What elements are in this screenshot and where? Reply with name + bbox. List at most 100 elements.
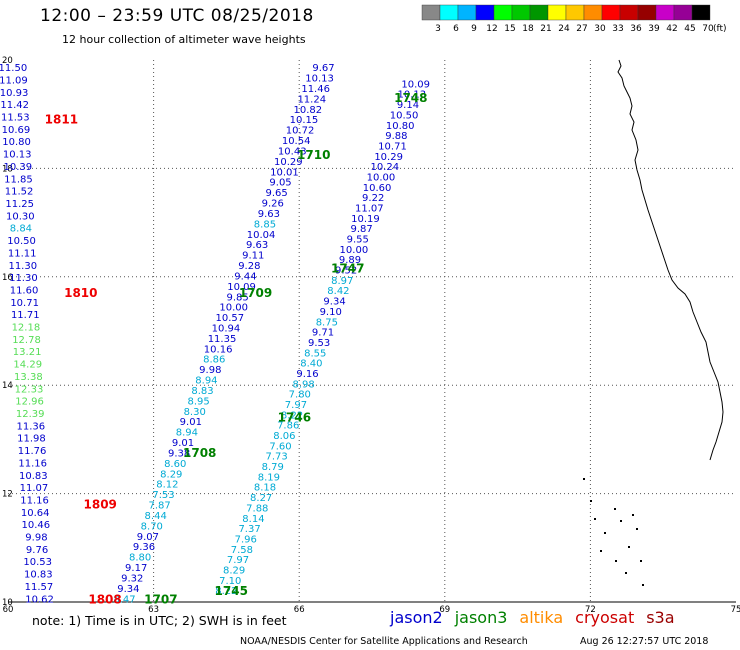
pass-time-label: 1708 — [183, 446, 216, 460]
wave-height-value: 11.53 — [1, 113, 30, 124]
colorbar-swatch — [529, 4, 549, 21]
colorbar-swatch — [511, 4, 531, 21]
wave-height-value: 9.89 — [339, 255, 361, 266]
wave-height-value: 7.87 — [148, 501, 170, 512]
colorbar-label: 15 — [504, 24, 515, 34]
wave-height-value: 10.50 — [390, 110, 419, 121]
island-mark — [640, 560, 642, 562]
colorbar-swatch — [547, 4, 567, 21]
wave-height-value: 10.09 — [227, 282, 256, 293]
wave-height-value: 8.75 — [316, 317, 338, 328]
wave-height-value: 9.67 — [312, 63, 334, 74]
x-tick-label: 75 — [731, 605, 740, 615]
wave-height-value: 8.83 — [191, 386, 213, 397]
wave-height-value: 9.32 — [121, 573, 143, 584]
wave-height-value: 10.69 — [2, 125, 31, 136]
wave-height-value: 10.57 — [216, 313, 245, 324]
note-text: note: 1) Time is in UTC; 2) SWH is in fe… — [32, 613, 287, 628]
wave-height-value: 12.18 — [12, 323, 41, 334]
wave-height-value: 8.14 — [242, 514, 264, 525]
colorbar-label: 27 — [576, 24, 587, 34]
island-mark — [600, 550, 602, 552]
wave-height-value: 11.57 — [25, 582, 54, 593]
legend-item-altika: altika — [519, 608, 564, 627]
wave-height-value: 13.38 — [14, 372, 43, 383]
island-mark — [614, 508, 616, 510]
pass-time-label: 1810 — [64, 286, 97, 300]
wave-height-value: 10.53 — [23, 557, 52, 568]
pass-time-label: 1745 — [215, 584, 248, 598]
wave-height-value: 9.55 — [347, 235, 369, 246]
wave-height-value: 10.50 — [7, 236, 36, 247]
mission-legend: jason2 jason3 altika cryosat s3a — [390, 608, 687, 627]
wave-height-value: 9.52 — [335, 266, 357, 277]
wave-height-value: 9.53 — [308, 338, 330, 349]
wave-height-value: 11.30 — [9, 273, 38, 284]
wave-height-value: 8.98 — [293, 379, 315, 390]
x-tick-label: 69 — [439, 605, 450, 615]
wave-height-value: 10.29 — [274, 157, 303, 168]
wave-height-value: 9.22 — [362, 193, 384, 204]
wave-height-value: 11.16 — [18, 458, 47, 469]
colorbar-swatch — [601, 4, 621, 21]
wave-height-value: 10.80 — [2, 137, 31, 148]
wave-height-value: 10.83 — [19, 471, 48, 482]
wave-height-value: 10.00 — [340, 245, 369, 256]
wave-height-value: 9.98 — [25, 533, 47, 544]
wave-height-value: 7.60 — [269, 441, 291, 452]
wave-height-value: 14.29 — [13, 360, 42, 371]
wave-height-value: 8.80 — [129, 553, 151, 564]
wave-height-value: 9.26 — [262, 199, 284, 210]
island-mark — [632, 514, 634, 516]
wave-height-value: 11.42 — [0, 100, 29, 111]
y-tick-label: 14 — [2, 381, 13, 391]
wave-height-value: 11.50 — [0, 63, 27, 74]
wave-height-value: 10.83 — [24, 570, 53, 581]
wave-height-value: 9.34 — [117, 584, 139, 595]
wave-height-value: 11.35 — [208, 334, 237, 345]
wave-height-value: 9.44 — [234, 271, 256, 282]
wave-height-value: 11.76 — [18, 446, 47, 457]
wave-height-value: 10.16 — [204, 344, 233, 355]
island-mark — [642, 584, 644, 586]
colorbar-swatch — [655, 4, 675, 21]
wave-height-value: 10.04 — [247, 230, 276, 241]
wave-height-value: 11.46 — [301, 84, 330, 95]
wave-height-value: 9.05 — [269, 178, 291, 189]
wave-height-value: 8.40 — [300, 359, 322, 370]
wave-height-value: 8.85 — [254, 219, 276, 230]
wave-height-value: 8.19 — [258, 472, 280, 483]
pass-time-label: 1709 — [239, 286, 272, 300]
wave-height-value: 9.07 — [137, 532, 159, 543]
wave-height-value: 8.86 — [203, 355, 225, 366]
wave-height-value: 10.01 — [270, 167, 299, 178]
wave-height-value: 8.95 — [187, 396, 209, 407]
wave-height-value: 9.01 — [172, 438, 194, 449]
wave-height-value: 7.97 — [285, 400, 307, 411]
wave-height-value: 8.22 — [215, 586, 237, 597]
wave-height-value: 10.09 — [401, 79, 430, 90]
wave-height-value: 12.33 — [15, 384, 44, 395]
wave-height-value: 8.60 — [164, 459, 186, 470]
island-mark — [590, 500, 592, 502]
wave-height-value: 7.96 — [235, 534, 257, 545]
wave-height-value: 9.16 — [296, 369, 318, 380]
wave-height-value: 11.30 — [8, 261, 37, 272]
wave-height-value: 8.79 — [262, 462, 284, 473]
pass-time-label: 1808 — [88, 592, 121, 606]
wave-height-value: 10.30 — [6, 211, 35, 222]
wave-height-value: 10.71 — [378, 141, 407, 152]
y-tick-label: 12 — [2, 490, 13, 500]
colorbar-label: 3 — [435, 24, 441, 34]
wave-height-value: 11.98 — [17, 434, 46, 445]
island-mark — [594, 518, 596, 520]
wave-height-value: 10.39 — [3, 162, 32, 173]
wave-height-value: 10.24 — [370, 162, 399, 173]
wave-height-value: 7.58 — [231, 545, 253, 556]
wave-height-value: 10.60 — [363, 183, 392, 194]
island-mark — [583, 478, 585, 480]
wave-height-value: 8.22 — [281, 410, 303, 421]
wave-height-value: 8.18 — [254, 483, 276, 494]
colorbar-swatch — [457, 4, 477, 21]
wave-height-value: 11.36 — [17, 421, 46, 432]
